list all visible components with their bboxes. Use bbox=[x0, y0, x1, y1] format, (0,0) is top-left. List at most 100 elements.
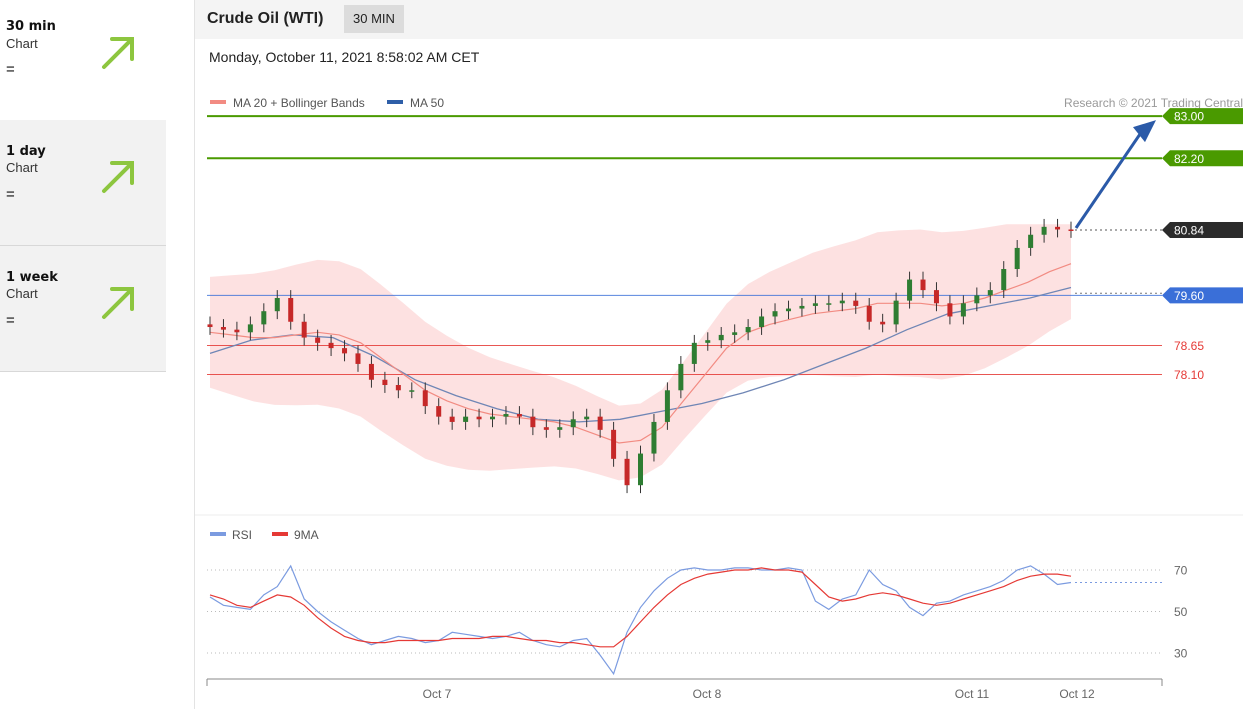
candle-body bbox=[880, 321, 886, 325]
current-price-tag bbox=[1162, 222, 1243, 238]
timeframe-title: 1 week bbox=[6, 270, 58, 285]
candle-body bbox=[1014, 247, 1020, 270]
candle-body bbox=[315, 337, 321, 343]
timeframe-sublabel: Chart bbox=[6, 286, 38, 301]
candle-body bbox=[664, 390, 670, 422]
legend-label: 9MA bbox=[294, 528, 319, 542]
timeframe-sidebar: 30 min Chart = 1 day Chart = 1 week Char… bbox=[0, 0, 166, 373]
candle-body bbox=[463, 416, 469, 422]
candle-body bbox=[530, 416, 536, 428]
candle-body bbox=[920, 279, 926, 291]
candle-body bbox=[570, 419, 576, 428]
candle-body bbox=[759, 316, 765, 328]
candle-body bbox=[732, 332, 738, 335]
legend-label: MA 20 + Bollinger Bands bbox=[233, 96, 365, 110]
candle-body bbox=[678, 363, 684, 391]
up-right-arrow-icon bbox=[102, 287, 134, 319]
candle-body bbox=[503, 414, 509, 417]
signal-text: = bbox=[6, 186, 15, 203]
legend-label: MA 50 bbox=[410, 96, 444, 110]
candle-body bbox=[476, 416, 482, 420]
chart-header: Crude Oil (WTI) 30 MIN bbox=[195, 0, 1243, 39]
candle-body bbox=[543, 427, 549, 430]
rsi-ma9-line bbox=[209, 567, 1072, 648]
chart-datetime: Monday, October 11, 2021 8:58:02 AM CET bbox=[209, 49, 480, 65]
panel-divider bbox=[194, 0, 195, 709]
timeframe-sublabel: Chart bbox=[6, 36, 38, 51]
chart-credit: Research © 2021 Trading Central bbox=[1064, 96, 1243, 110]
candle-body bbox=[826, 303, 832, 305]
candle-body bbox=[1041, 226, 1047, 235]
candle-body bbox=[409, 390, 415, 392]
level-label: 79.60 bbox=[1174, 289, 1204, 303]
candle-body bbox=[745, 327, 751, 333]
signal-text: = bbox=[6, 61, 15, 78]
candle-body bbox=[436, 406, 442, 417]
candle-body bbox=[624, 458, 630, 486]
legend-swatch bbox=[210, 100, 226, 104]
timeframe-card-1day[interactable]: 1 day Chart = bbox=[0, 120, 166, 246]
ma20-line bbox=[209, 263, 1072, 444]
candle-body bbox=[516, 414, 522, 417]
current-price-label: 80.84 bbox=[1174, 224, 1204, 238]
candle-body bbox=[301, 321, 307, 338]
interval-badge[interactable]: 30 MIN bbox=[344, 5, 404, 33]
x-tick-label: Oct 8 bbox=[693, 687, 722, 701]
candle-body bbox=[947, 303, 953, 317]
candle-body bbox=[933, 290, 939, 304]
candle-body bbox=[772, 311, 778, 317]
candle-body bbox=[1028, 234, 1034, 248]
level-label: 78.65 bbox=[1174, 339, 1204, 353]
x-tick-label: Oct 7 bbox=[423, 687, 452, 701]
candle-body bbox=[799, 305, 805, 309]
candle-body bbox=[1001, 269, 1007, 291]
x-tick-label: Oct 12 bbox=[1059, 687, 1095, 701]
candle-body bbox=[584, 416, 590, 420]
timeframe-card-1week[interactable]: 1 week Chart = bbox=[0, 246, 166, 372]
projection-arrow-line bbox=[1074, 133, 1142, 229]
projection-arrowhead bbox=[1133, 120, 1156, 143]
legend-swatch bbox=[272, 532, 288, 536]
candle-body bbox=[207, 324, 213, 328]
legend-swatch bbox=[387, 100, 403, 104]
rsi-tick-label: 30 bbox=[1174, 647, 1188, 661]
timeframe-card-30min[interactable]: 30 min Chart = bbox=[0, 0, 166, 126]
up-right-arrow-icon bbox=[102, 161, 134, 193]
timeframe-title: 1 day bbox=[6, 144, 46, 159]
candle-body bbox=[853, 300, 859, 306]
candle-body bbox=[893, 300, 899, 325]
candle-body bbox=[342, 348, 348, 354]
candle-body bbox=[355, 353, 361, 364]
candle-body bbox=[638, 453, 643, 486]
rsi-tick-label: 70 bbox=[1174, 564, 1188, 578]
candle-body bbox=[220, 327, 226, 330]
candle-body bbox=[382, 379, 388, 386]
candle-body bbox=[422, 390, 428, 407]
candle-body bbox=[1055, 226, 1061, 230]
candle-body bbox=[247, 324, 253, 333]
signal-text: = bbox=[6, 312, 15, 329]
candle-body bbox=[395, 385, 401, 391]
candle-body bbox=[987, 290, 993, 296]
x-tick-label: Oct 11 bbox=[955, 687, 990, 701]
candle-body bbox=[274, 298, 280, 312]
level-tag bbox=[1162, 150, 1243, 167]
candle-body bbox=[557, 427, 563, 430]
candle-body bbox=[839, 300, 845, 304]
candle-body bbox=[368, 363, 374, 380]
candle-body bbox=[261, 311, 267, 325]
level-tag bbox=[1162, 287, 1243, 304]
timeframe-sublabel: Chart bbox=[6, 160, 38, 175]
candle-body bbox=[288, 298, 294, 322]
candle-body bbox=[449, 416, 455, 422]
candle-body bbox=[705, 340, 711, 343]
rsi-line bbox=[209, 564, 1072, 676]
candle-body bbox=[718, 334, 724, 341]
candle-body bbox=[974, 295, 980, 304]
candle-body bbox=[234, 329, 240, 333]
candle-body bbox=[611, 429, 617, 459]
candle-body bbox=[907, 279, 913, 301]
candle-body bbox=[785, 308, 791, 312]
candle-body bbox=[691, 342, 697, 364]
